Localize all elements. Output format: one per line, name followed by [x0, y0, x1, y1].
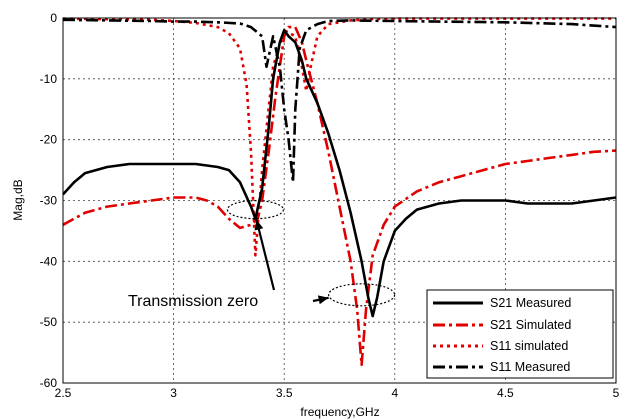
- y-tick-label: -60: [40, 376, 58, 390]
- annotation-arrow-left: [255, 219, 276, 291]
- series-line-s21-measured: [62, 28, 617, 318]
- y-tick-label: -20: [40, 133, 58, 147]
- series-line-s11-measured: [62, 18, 617, 184]
- x-tick-label: 5: [613, 386, 619, 400]
- y-tick-label: -10: [40, 72, 58, 86]
- annotation-group: [226, 200, 396, 307]
- y-tick-label: -50: [40, 315, 58, 329]
- annotation-ellipse-right: [328, 283, 396, 307]
- legend-box: [426, 289, 614, 379]
- plot-frame: [62, 17, 617, 384]
- annotation-text: Transmission zero: [128, 293, 258, 310]
- x-tick-label: 3.5: [276, 386, 293, 400]
- annotation-ellipse-left: [226, 200, 285, 220]
- legend: S21 Measured S21 Simulated S11 simulated…: [426, 289, 614, 379]
- annotation-arrow-left-head: [254, 219, 264, 231]
- annotation-arrow-right-head: [317, 295, 329, 305]
- x-axis-label: frequency,GHz: [300, 405, 379, 419]
- series-group: [62, 17, 617, 367]
- legend-label-s21-measured: S21 Measured: [490, 296, 571, 310]
- y-tick-label: -40: [40, 254, 58, 268]
- x-tick-label: 4.5: [497, 386, 514, 400]
- y-tick-label: -30: [40, 194, 58, 208]
- x-tick-label: 2.5: [55, 386, 72, 400]
- grid: [63, 18, 616, 383]
- x-tick-label: 3: [170, 386, 177, 400]
- series-line-s21-simulated: [62, 25, 617, 367]
- legend-label-s11-measured: S11 Measured: [490, 360, 570, 374]
- y-axis-label: Mag,dB: [11, 179, 25, 220]
- legend-label-s11-simulated: S11 simulated: [490, 339, 568, 353]
- y-tick-label: 0: [50, 11, 57, 25]
- ticks: 2.5 3 3.5 4 4.5 5 0 -10 -20 -30 -40 -50 -60: [40, 11, 619, 400]
- x-tick-label: 4: [391, 386, 398, 400]
- legend-label-s21-simulated: S21 Simulated: [490, 318, 571, 332]
